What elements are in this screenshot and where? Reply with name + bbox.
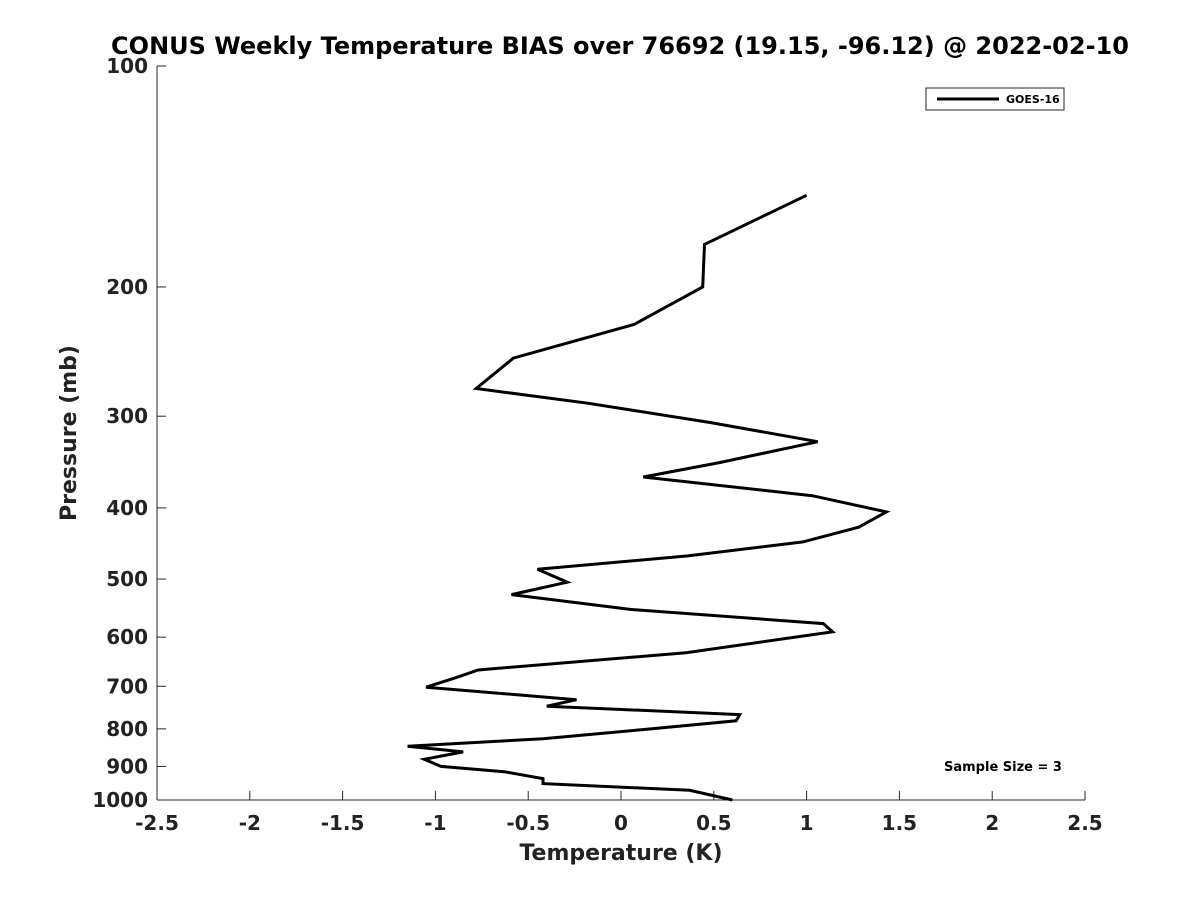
y-tick-label: 700 <box>106 674 148 698</box>
x-tick-label: 2 <box>985 811 999 835</box>
x-tick-label: -1 <box>424 811 446 835</box>
y-tick-label: 900 <box>106 754 148 778</box>
y-tick-label: 600 <box>106 625 148 649</box>
x-tick-label: -2 <box>239 811 261 835</box>
x-tick-label: -0.5 <box>506 811 550 835</box>
y-axis-label: Pressure (mb) <box>57 345 82 521</box>
series-group <box>407 193 891 802</box>
y-ticks: 100 200 300 400 500 600 700 800 900 1000 <box>92 54 166 812</box>
y-tick-label: 300 <box>106 404 148 428</box>
chart-title: CONUS Weekly Temperature BIAS over 76692… <box>111 32 1129 60</box>
x-tick-label: -1.5 <box>321 811 365 835</box>
y-tick-label: 1000 <box>92 788 148 812</box>
legend-label: GOES-16 <box>1006 93 1060 106</box>
y-tick-label: 100 <box>106 54 148 78</box>
y-tick-label: 500 <box>106 567 148 591</box>
x-tick-label: -2.5 <box>135 811 179 835</box>
x-tick-label: 1.5 <box>882 811 917 835</box>
sample-size-annotation: Sample Size = 3 <box>944 760 1062 775</box>
y-tick-label: 200 <box>106 275 148 299</box>
x-ticks: -2.5 -2 -1.5 -1 -0.5 0 0.5 1 1.5 2 2.5 <box>135 791 1103 835</box>
x-tick-label: 2.5 <box>1067 811 1102 835</box>
y-tick-label: 400 <box>106 496 148 520</box>
x-tick-label: 1 <box>800 811 814 835</box>
x-tick-label: 0.5 <box>696 811 731 835</box>
axes <box>156 66 1085 801</box>
series-line-goes-16 <box>407 193 891 802</box>
legend: GOES-16 <box>925 87 1065 111</box>
x-axis-label: Temperature (K) <box>519 841 722 866</box>
x-tick-label: 0 <box>614 811 628 835</box>
y-tick-label: 800 <box>106 717 148 741</box>
